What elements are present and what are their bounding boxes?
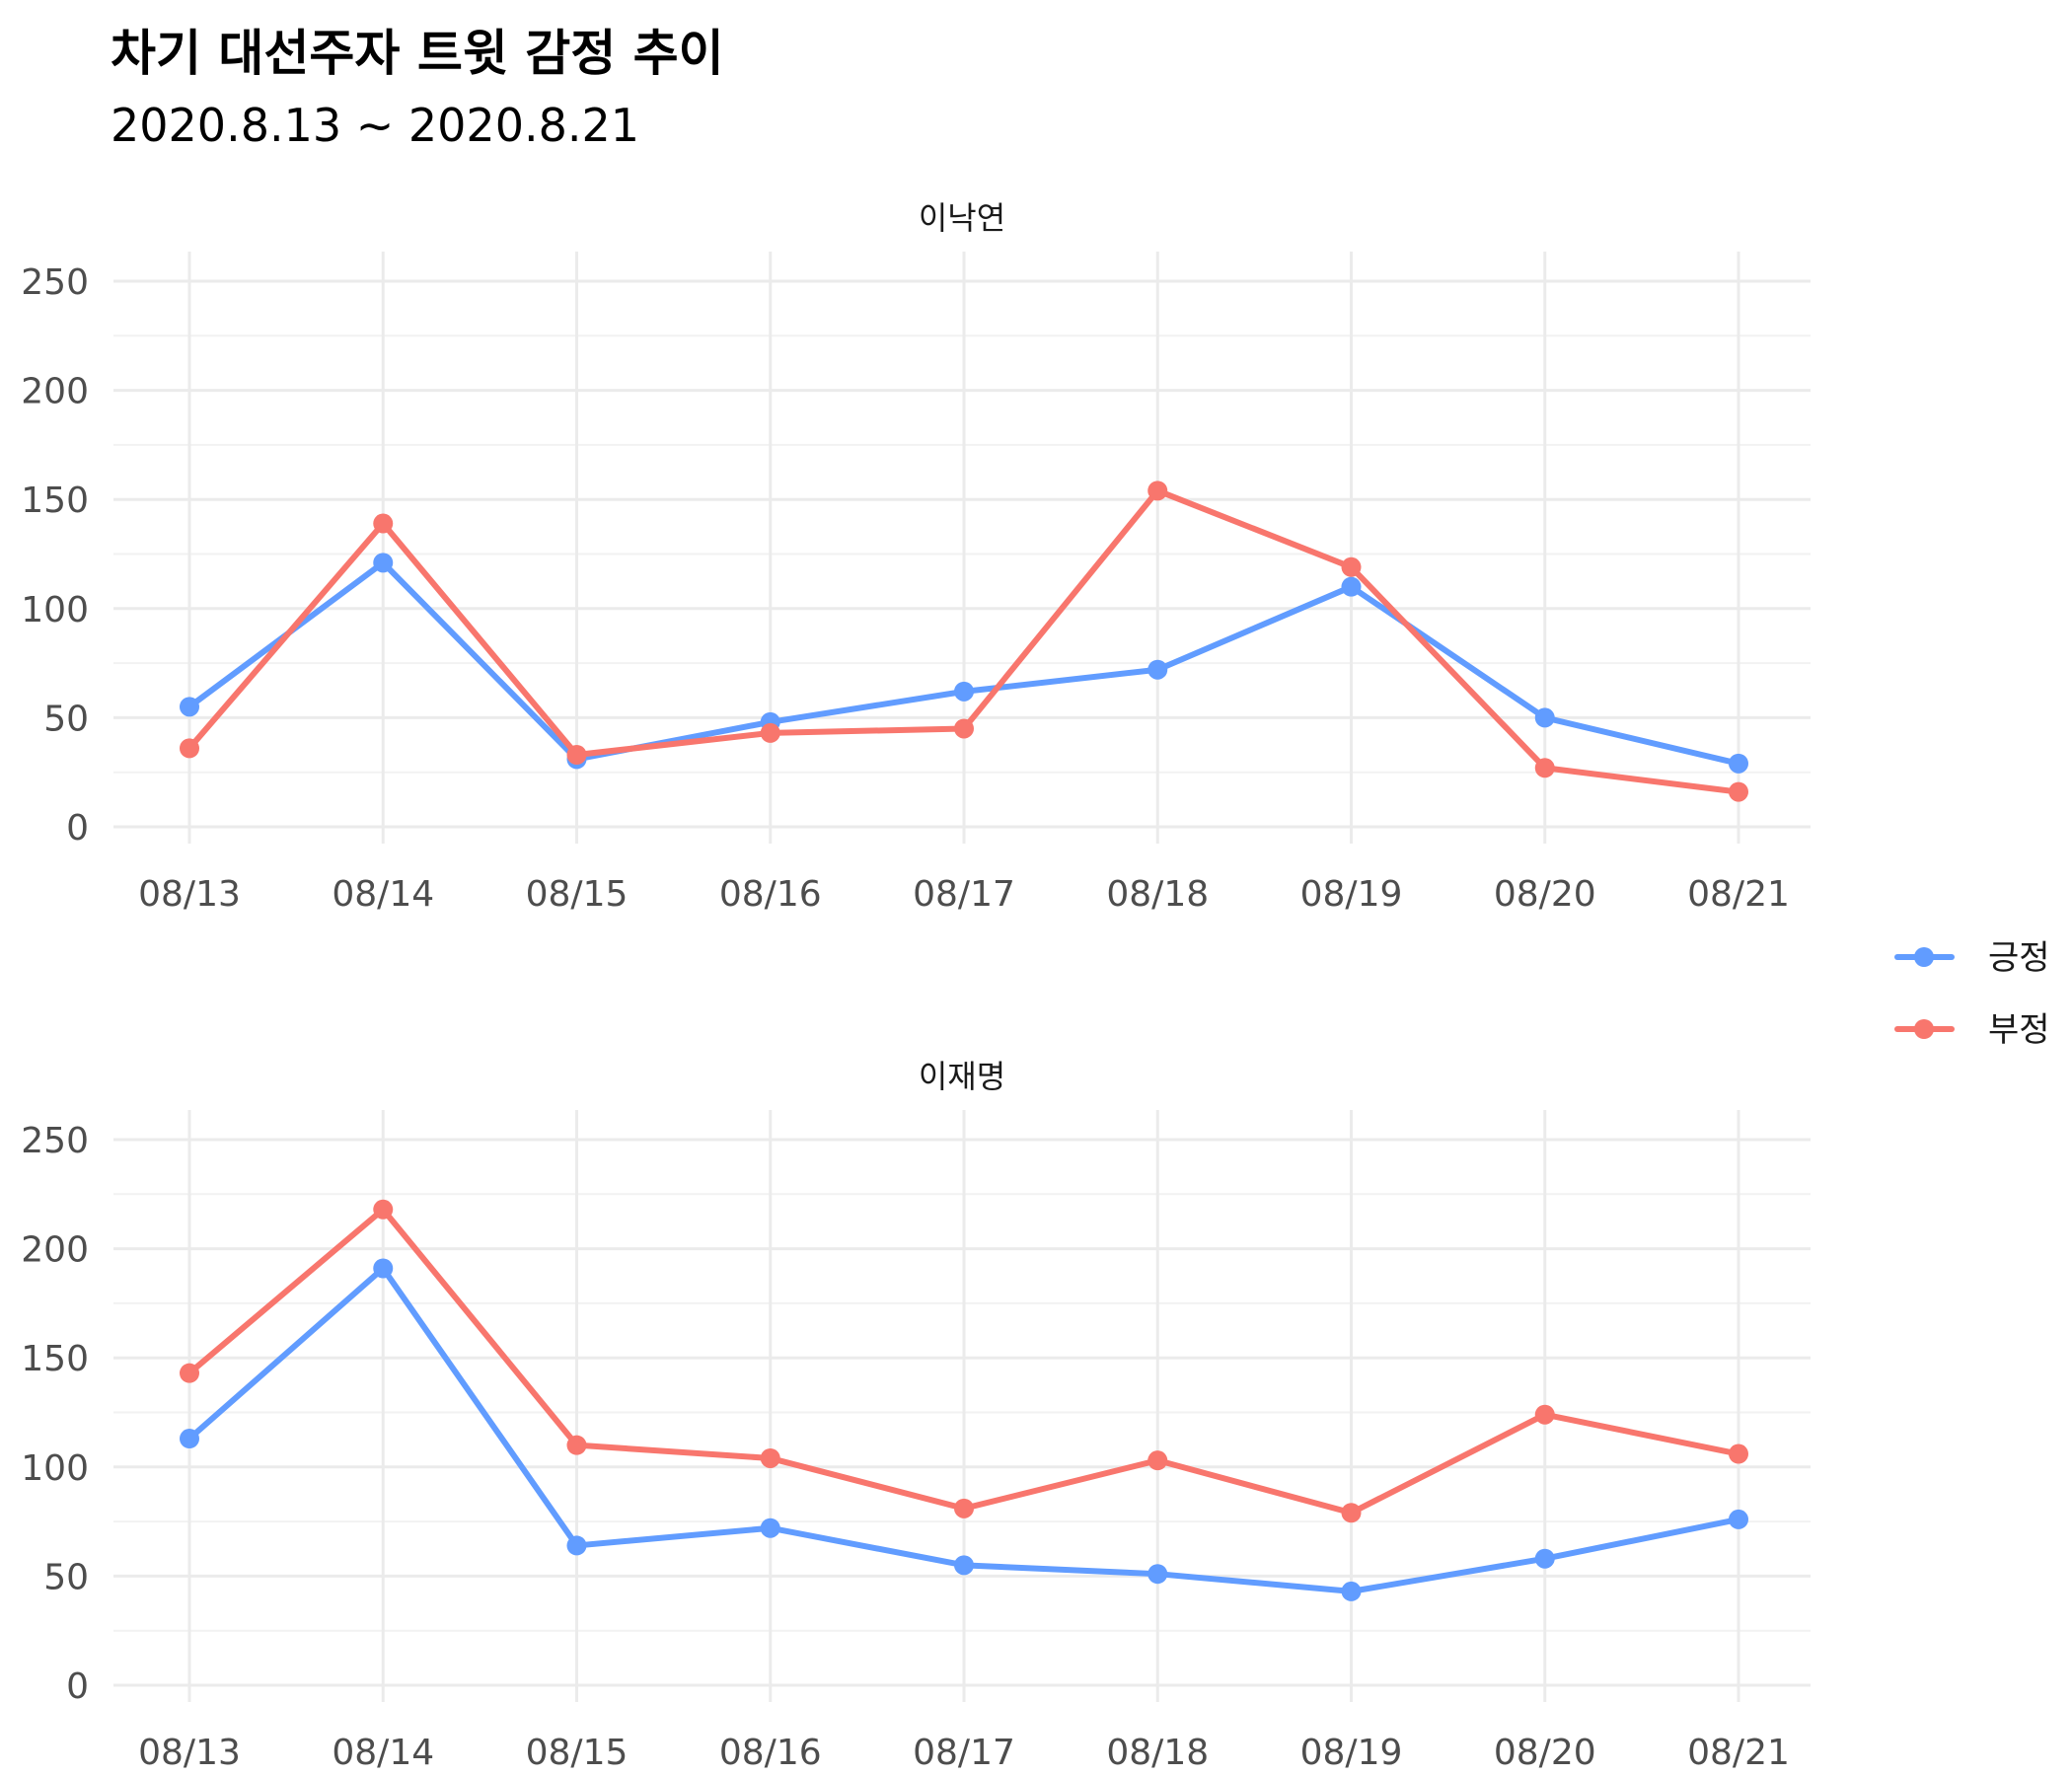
x-tick-label: 08/20 (1494, 874, 1596, 915)
x-tick-label: 08/16 (719, 874, 822, 915)
y-tick-label: 200 (21, 1230, 89, 1271)
y-tick-label: 0 (66, 808, 89, 849)
y-tick-label: 200 (21, 372, 89, 412)
data-point (373, 553, 394, 573)
x-tick-label: 08/14 (332, 874, 434, 915)
y-tick-label: 150 (21, 481, 89, 521)
x-tick-label: 08/21 (1687, 1733, 1790, 1773)
data-point (954, 1498, 974, 1518)
x-tick-label: 08/17 (913, 874, 1015, 915)
data-point (1147, 1450, 1168, 1471)
x-tick-label: 08/18 (1106, 874, 1209, 915)
data-point (180, 697, 199, 717)
data-point (566, 1435, 587, 1455)
panel-label: 이낙연 (919, 199, 1005, 237)
y-tick-label: 250 (21, 262, 89, 303)
legend-label: 긍정 (1988, 938, 2050, 978)
data-point (1147, 481, 1168, 501)
x-tick-label: 08/13 (138, 874, 241, 915)
data-point (1729, 781, 1748, 802)
data-point (566, 745, 587, 766)
data-point (760, 1447, 780, 1468)
x-tick-label: 08/21 (1687, 874, 1790, 915)
data-point (1729, 753, 1748, 774)
x-tick-label: 08/17 (913, 1733, 1015, 1773)
data-point (1534, 1404, 1555, 1425)
legend-label: 부정 (1988, 1010, 2050, 1050)
data-point (373, 1199, 394, 1220)
data-point (373, 513, 394, 534)
x-tick-label: 08/20 (1494, 1733, 1596, 1773)
data-point (954, 1555, 974, 1576)
x-tick-label: 08/19 (1300, 874, 1403, 915)
x-tick-label: 08/19 (1300, 1733, 1403, 1773)
data-point (180, 1363, 199, 1383)
y-tick-label: 250 (21, 1121, 89, 1161)
y-tick-label: 50 (43, 1557, 89, 1597)
data-point (1341, 556, 1362, 577)
data-point (1534, 758, 1555, 778)
x-tick-label: 08/15 (526, 874, 629, 915)
x-tick-label: 08/13 (138, 1733, 241, 1773)
data-point (1534, 707, 1555, 728)
y-tick-label: 150 (21, 1339, 89, 1379)
data-point (760, 1517, 780, 1538)
data-point (566, 1535, 587, 1556)
data-point (1147, 1564, 1168, 1585)
data-point (180, 1429, 199, 1449)
data-point (1341, 576, 1362, 597)
data-point (180, 738, 199, 759)
panel-label: 이재명 (919, 1058, 1005, 1095)
y-tick-label: 100 (21, 1448, 89, 1489)
x-tick-label: 08/14 (332, 1733, 434, 1773)
data-point (1534, 1548, 1555, 1569)
chart-subtitle: 2020.8.13 ~ 2020.8.21 (111, 99, 640, 152)
chart-title: 차기 대선주자 트윗 감정 추이 (111, 25, 724, 82)
data-point (1729, 1509, 1748, 1529)
legend-key-point (1914, 947, 1934, 967)
data-point (954, 718, 974, 739)
y-tick-label: 100 (21, 590, 89, 630)
data-point (1341, 1581, 1362, 1601)
data-point (1341, 1503, 1362, 1523)
legend-key-point (1914, 1019, 1934, 1039)
data-point (1147, 659, 1168, 680)
x-tick-label: 08/15 (526, 1733, 629, 1773)
data-point (954, 681, 974, 702)
y-tick-label: 0 (66, 1666, 89, 1707)
data-point (373, 1258, 394, 1279)
x-tick-label: 08/16 (719, 1733, 822, 1773)
data-point (1729, 1443, 1748, 1464)
y-tick-label: 50 (43, 699, 89, 739)
x-tick-label: 08/18 (1106, 1733, 1209, 1773)
data-point (760, 722, 780, 743)
